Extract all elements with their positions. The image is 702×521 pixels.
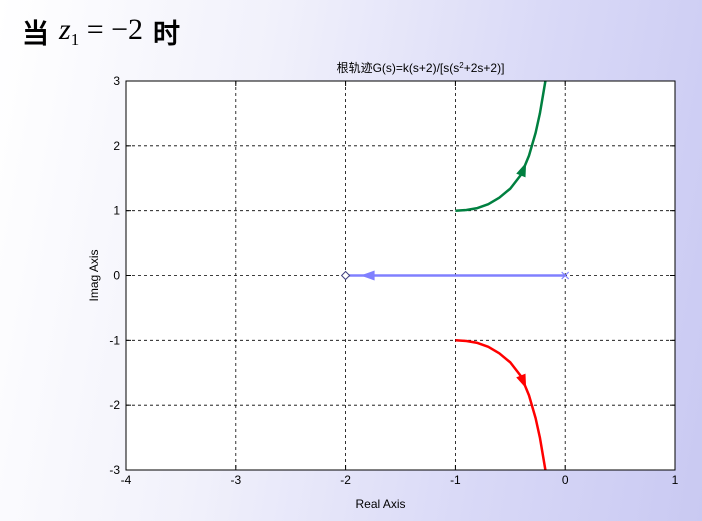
series-group xyxy=(345,80,566,471)
y-tick-label: 2 xyxy=(113,139,120,153)
chart-title: 根轨迹G(s)=k(s+2)/[s(s2+2s+2)] xyxy=(337,61,505,76)
x-tick-label: -3 xyxy=(230,473,241,487)
y-tick-label: 3 xyxy=(113,74,120,88)
pole-marker xyxy=(561,271,570,280)
heading-expression-value: = −2 xyxy=(86,12,144,46)
x-tick-label: 0 xyxy=(562,473,569,487)
y-tick-label: -1 xyxy=(109,333,120,347)
direction-arrow-3 xyxy=(360,270,375,281)
x-axis-label: Real Axis xyxy=(355,497,405,511)
x-tick-label: -4 xyxy=(121,473,132,487)
locus-branch-1 xyxy=(455,80,547,212)
y-tick-label: 1 xyxy=(113,204,120,218)
y-tick-label: -2 xyxy=(109,398,120,412)
heading-prefix: 当 xyxy=(22,18,49,50)
zero-marker xyxy=(340,270,351,281)
direction-arrow-2 xyxy=(516,373,527,389)
direction-arrow-1 xyxy=(516,162,527,178)
x-tick-label: -1 xyxy=(450,473,461,487)
chart-title-end: +2s+2)] xyxy=(464,61,505,75)
chart-title-superscript: 2 xyxy=(459,61,464,70)
slide-heading: 当 z1 = −2 时 xyxy=(22,6,180,56)
x-tick-label: -2 xyxy=(340,473,351,487)
y-tick-label: 0 xyxy=(113,269,120,283)
x-tick-label: 1 xyxy=(672,473,679,487)
y-tick-label: -3 xyxy=(109,463,120,477)
markers-group xyxy=(340,270,570,281)
heading-expression-variable: z xyxy=(59,12,71,46)
heading-expression: z1 = −2 xyxy=(59,13,143,50)
heading-suffix: 时 xyxy=(153,18,181,50)
y-axis-label: Imag Axis xyxy=(87,249,101,301)
locus-branch-2 xyxy=(455,339,547,471)
chart-title-main: 根轨迹G(s)=k(s+2)/[s(s xyxy=(337,61,460,75)
heading-expression-subscript: 1 xyxy=(70,29,80,49)
